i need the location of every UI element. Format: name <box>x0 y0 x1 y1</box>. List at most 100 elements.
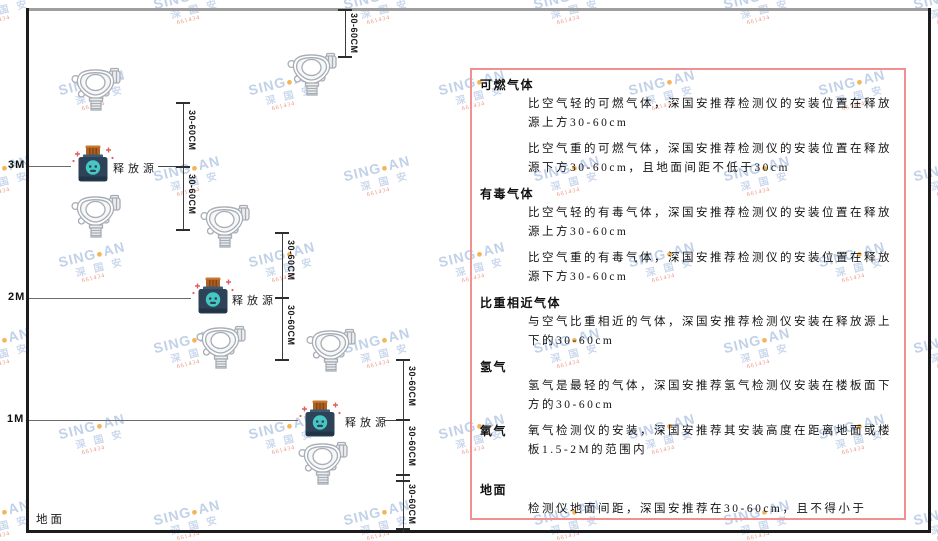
watermark-brand-text: SING●AN <box>341 152 412 185</box>
dimension-line <box>282 233 283 360</box>
section-paragraph: 氧气检测仪的安装，深国安推荐其安装高度在距离地面或楼板1.5-2M的范围内 <box>528 424 892 456</box>
dim-label: 30-60CM <box>407 484 417 525</box>
height-line-2m <box>29 298 191 299</box>
watermark-brand-text: SING●AN <box>911 331 938 357</box>
section-heading-similar-density-gas: 比重相近气体 <box>480 295 562 310</box>
gas-detector-icon <box>298 441 348 485</box>
dim-label: 30-60CM <box>286 305 296 346</box>
release-source-label: 释放源 <box>113 163 158 175</box>
installation-guideline-panel: 可燃气体 比空气轻的可燃气体，深国安推荐检测仪的安装位置在释放源上方30-60c… <box>470 68 906 520</box>
dim-label: 30-60CM <box>407 366 417 407</box>
watermark-cn-text: 深 国 安 <box>74 428 126 452</box>
section-heading-hydrogen: 氢气 <box>480 359 508 374</box>
gas-detector-icon <box>196 325 246 369</box>
section-oxygen: 氧气 氧气检测仪的安装，深国安推荐其安装高度在距离地面或楼板1.5-2M的范围内 <box>480 422 898 467</box>
section-heading-ground: 地面 <box>480 482 508 497</box>
section-paragraph: 氢气是最轻的气体，深国安推荐氢气检测仪安装在楼板面下方的30-60cm <box>528 379 892 411</box>
section-paragraph: 比空气重的可燃气体，深国安推荐检测仪的安装位置在释放源下方30-60cm，且地面… <box>528 142 892 174</box>
watermark-cn-text: 深 国 安 <box>169 514 221 538</box>
dim-tick <box>176 102 190 104</box>
left-wall-line <box>26 8 29 533</box>
dim-tick <box>396 480 410 482</box>
watermark-brand-text: SING●AN <box>56 238 127 271</box>
watermark-sub-text: 661434 <box>0 186 11 199</box>
watermark-sub-text: 661434 <box>176 14 201 27</box>
watermark-sub-text: 661434 <box>556 14 581 27</box>
watermark-dot-icon: ● <box>189 161 201 176</box>
dim-tick <box>275 297 289 299</box>
watermark-dot-icon: ● <box>379 333 391 348</box>
height-label-3m: 3M <box>8 159 26 171</box>
watermark-cn-text: 深 国 安 <box>0 342 31 366</box>
release-source-icon <box>71 145 115 183</box>
dim-label: 30-60CM <box>349 13 359 54</box>
dim-label: 30-60CM <box>407 426 417 467</box>
watermark-dot-icon: ● <box>94 247 106 262</box>
ground-line <box>27 530 931 533</box>
watermark-dot-icon: ● <box>0 333 11 348</box>
watermark-dot-icon: ● <box>0 505 11 520</box>
dim-tick <box>396 419 410 421</box>
dim-tick <box>396 359 410 361</box>
watermark-sub-text: 661434 <box>271 272 296 285</box>
watermark-dot-icon: ● <box>570 0 580 3</box>
watermark-brand-text: SING●AN <box>911 159 938 185</box>
dim-tick <box>396 474 410 476</box>
watermark-brand-text: SING●AN <box>151 496 222 529</box>
watermark-sub-text: 661434 <box>746 14 771 27</box>
dim-tick <box>275 232 289 234</box>
dim-label: 30-60CM <box>286 240 296 281</box>
watermark-dot-icon: ● <box>379 161 391 176</box>
watermark-cn-text: 深 国 安 <box>359 342 411 366</box>
gas-detector-icon <box>200 204 250 248</box>
dim-tick <box>396 528 410 530</box>
watermark-sub-text: 661434 <box>271 100 296 113</box>
dimension-line <box>345 10 346 57</box>
height-line-1m <box>29 420 298 421</box>
gas-detector-icon <box>71 194 121 238</box>
ceiling-line <box>27 8 930 11</box>
right-wall-line <box>928 8 931 533</box>
watermark-dot-icon: ● <box>380 0 390 3</box>
section-paragraph: 与空气比重相近的气体，深国安推荐检测仪安装在释放源上下的30-60cm <box>528 315 892 347</box>
section-paragraph: 比空气轻的有毒气体，深国安推荐检测仪的安装位置在释放源上方30-60cm <box>528 206 892 238</box>
dim-label: 30-60CM <box>187 174 197 215</box>
dim-tick <box>338 56 352 58</box>
section-paragraph: 比空气轻的可燃气体，深国安推荐检测仪的安装位置在释放源上方30-60cm <box>528 98 892 129</box>
section-paragraph: 检测仪地面间距，深国安推荐在30-60cm，且不得小于30cm，因为过低容易水溅… <box>528 502 867 515</box>
watermark-dot-icon: ● <box>760 0 770 3</box>
release-source-label: 释放源 <box>232 295 277 307</box>
section-heading-flammable-gas: 可燃气体 <box>480 78 535 92</box>
watermark-sub-text: 661434 <box>366 14 391 27</box>
gas-detector-icon <box>306 328 356 372</box>
release-source-label: 释放源 <box>345 417 390 429</box>
section-paragraph: 比空气重的有毒气体，深国安推荐检测仪的安装位置在释放源下方30-60cm <box>528 251 892 283</box>
watermark-dot-icon: ● <box>284 419 296 434</box>
dim-tick <box>338 9 352 11</box>
ground-label: 地面 <box>36 514 65 526</box>
height-label-2m: 2M <box>8 291 26 303</box>
watermark-sub-text: 661434 <box>81 272 106 285</box>
watermark-dot-icon: ● <box>94 419 106 434</box>
watermark-cn-text: 深 国 安 <box>0 514 31 538</box>
dim-tick <box>176 229 190 231</box>
section-heading-toxic-gas: 有毒气体 <box>480 186 535 201</box>
watermark-dot-icon: ● <box>0 0 10 3</box>
connector-line <box>385 420 403 421</box>
watermark-dot-icon: ● <box>379 505 391 520</box>
